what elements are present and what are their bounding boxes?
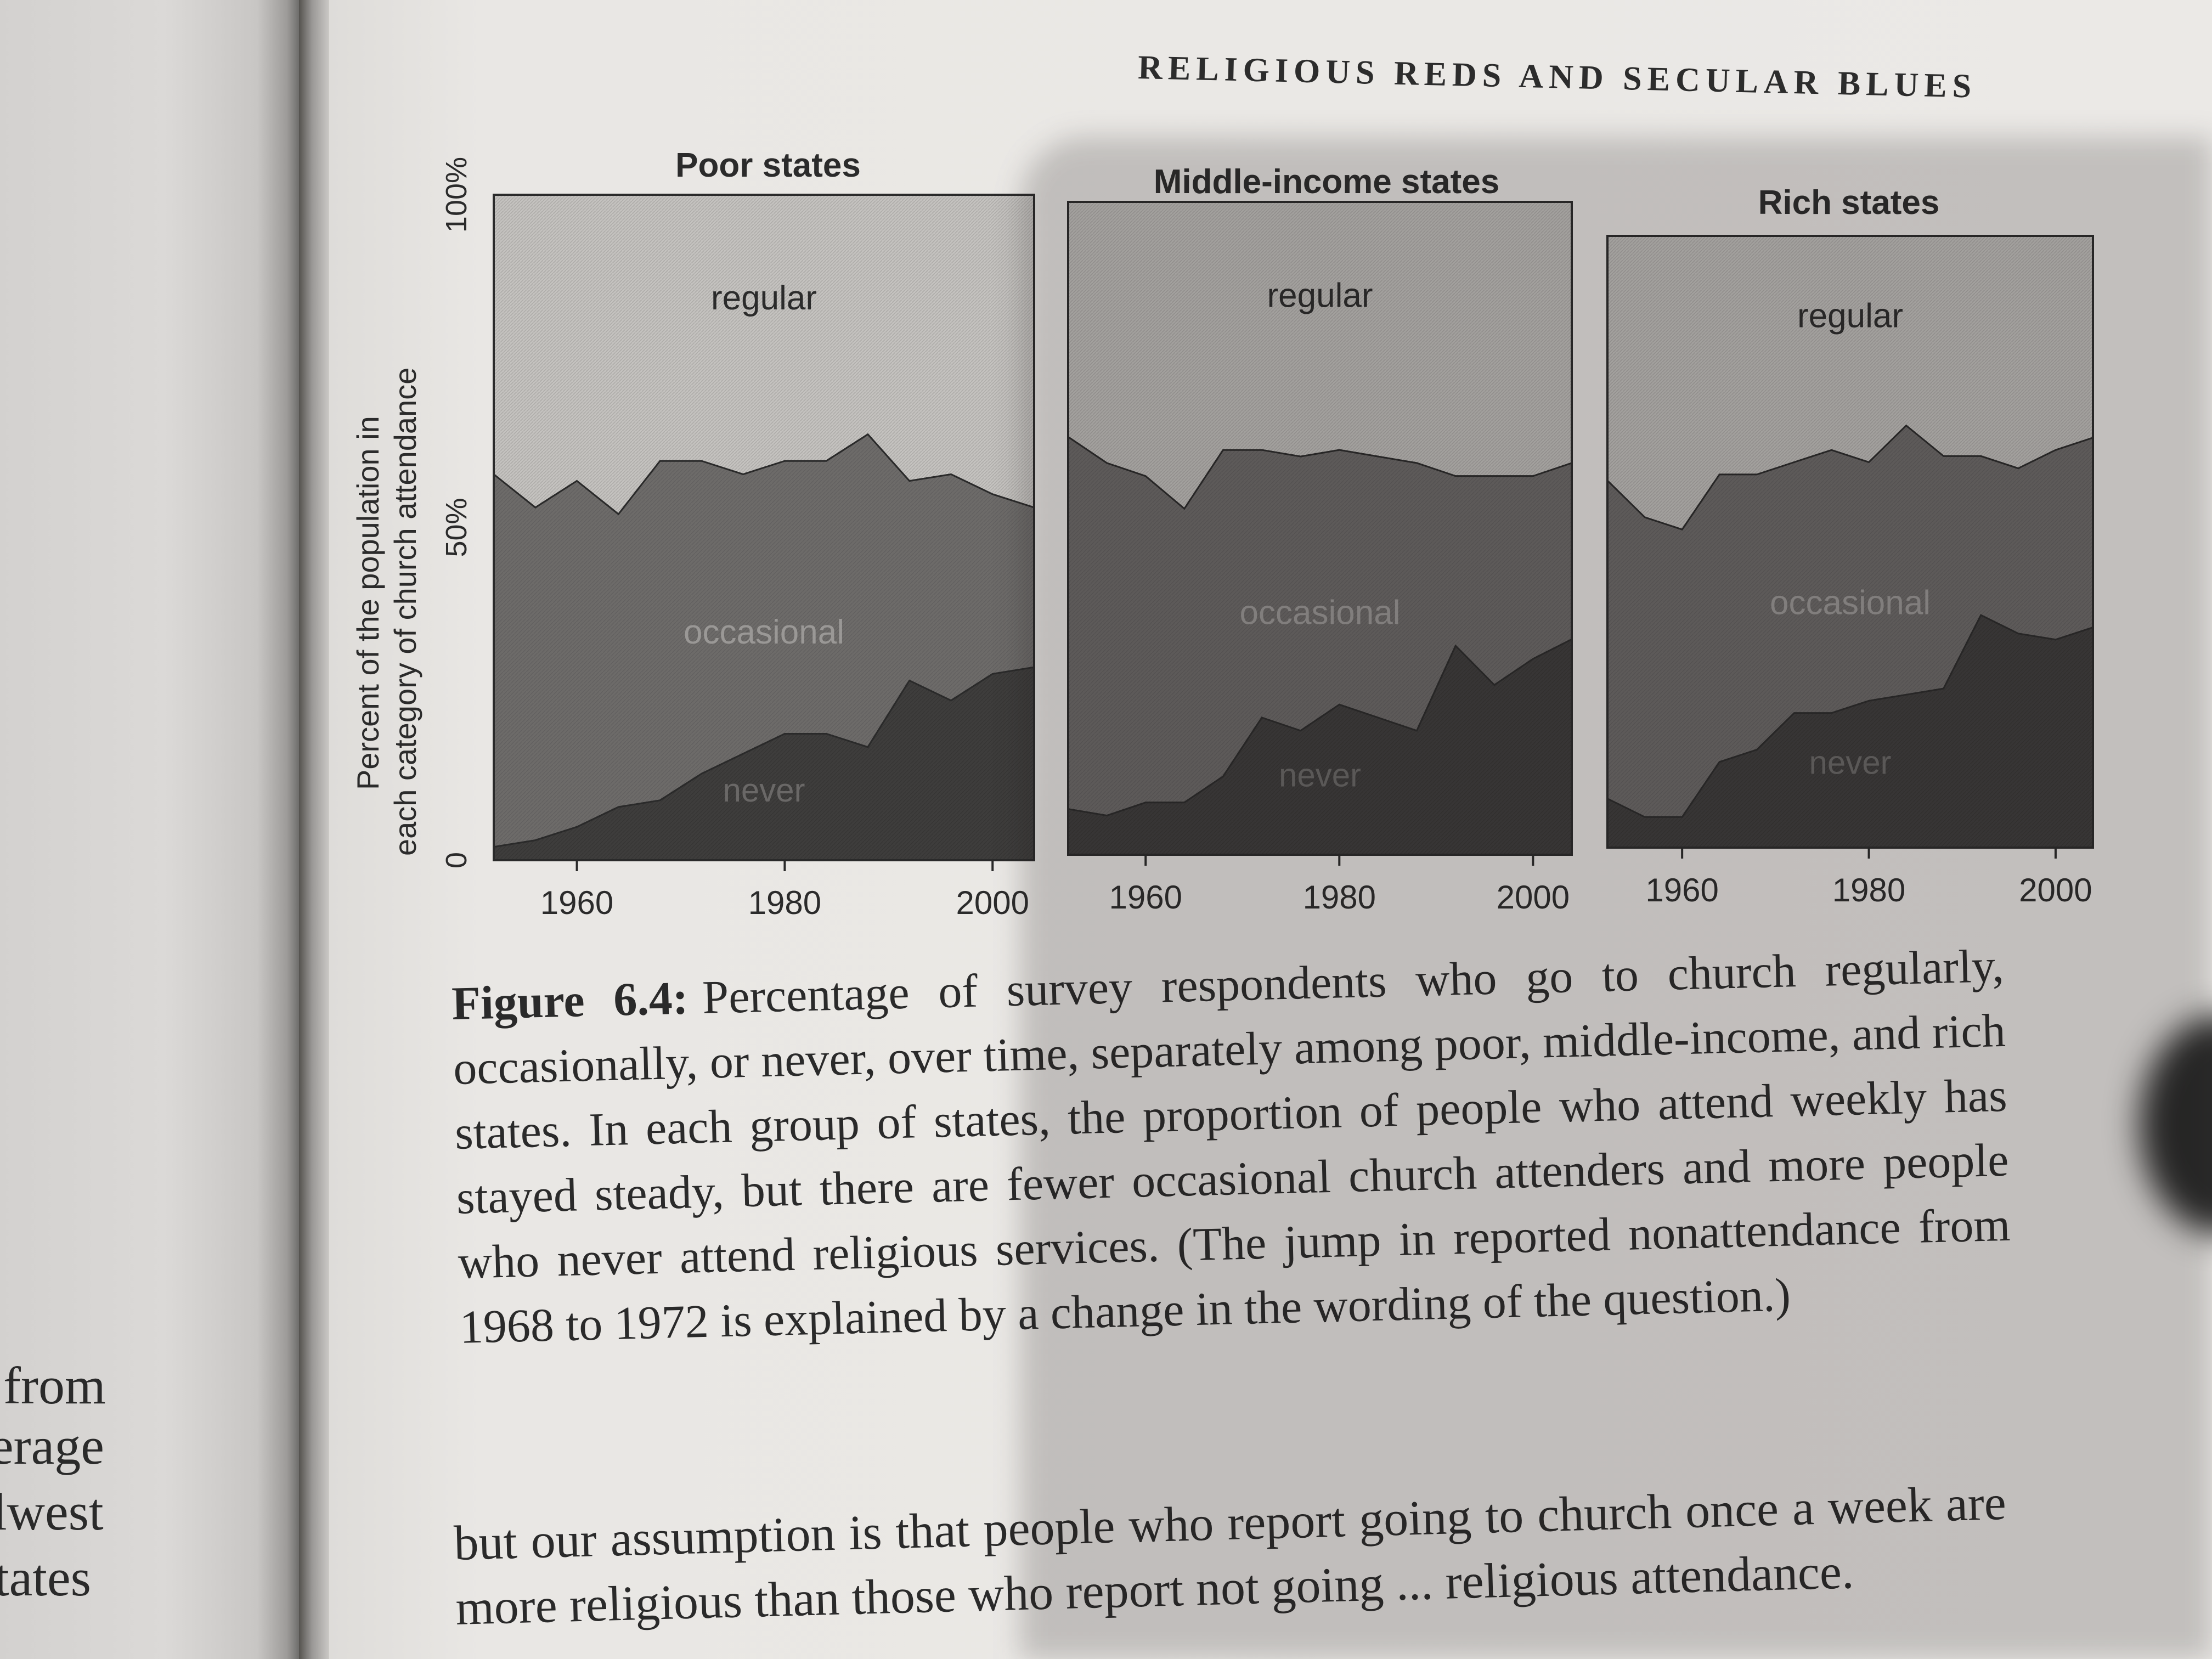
figure-label: Figure 6.4: (451, 971, 689, 1030)
x-tick-label: 2000 (2019, 872, 2092, 909)
area-label-never: never (1809, 744, 1891, 781)
x-tick-label: 1980 (748, 884, 821, 921)
photo-shadow (1020, 137, 2212, 1659)
y-tick-label: 100% (440, 157, 473, 233)
area-label-never: never (1279, 757, 1361, 794)
left-page-word: erage (0, 1417, 104, 1475)
area-label-occasional: occasional (1240, 594, 1401, 631)
y-axis-title: Percent of the population in (351, 416, 385, 790)
left-page-word: from (3, 1356, 106, 1415)
y-axis-title: each category of church attendance (388, 368, 422, 856)
area-regular (493, 194, 1035, 516)
panel-frame (493, 194, 1035, 861)
panel-title: Rich states (1758, 184, 1940, 222)
book-gutter (299, 0, 332, 1659)
chart-panel: Poor states regular occasional never 1960 198… (493, 146, 1035, 921)
area-label-regular: regular (1797, 297, 1903, 335)
area-label-regular: regular (711, 279, 817, 317)
panel-frame (1067, 201, 1573, 856)
x-tick-label: 1980 (1303, 879, 1376, 916)
panel-title: Middle-income states (1154, 163, 1499, 201)
x-tick-label: 1960 (1109, 879, 1182, 916)
chart-panel: Rich states regular occasional never 1960 198… (1606, 184, 2094, 909)
x-tick-label: 1960 (540, 884, 613, 921)
left-page-word: tates (0, 1548, 91, 1607)
x-tick-label: 1960 (1645, 872, 1718, 909)
x-tick-label: 2000 (956, 884, 1029, 921)
x-tick-label: 1980 (1832, 872, 1905, 909)
area-label-occasional: occasional (684, 613, 844, 651)
left-page-word: lwest (0, 1482, 104, 1541)
area-label-occasional: occasional (1770, 584, 1931, 622)
x-tick-label: 2000 (1497, 879, 1570, 916)
area-label-never: never (723, 772, 805, 809)
area-label-regular: regular (1267, 277, 1373, 315)
panel-frame (1606, 235, 2094, 849)
panel-title: Poor states (675, 146, 861, 184)
y-tick-label: 0 (440, 852, 473, 868)
chart-panel: Middle-income states regular occasional nev… (1067, 163, 1573, 916)
left-page: from erage lwest tates (0, 0, 299, 1659)
y-tick-label: 50% (440, 498, 473, 557)
